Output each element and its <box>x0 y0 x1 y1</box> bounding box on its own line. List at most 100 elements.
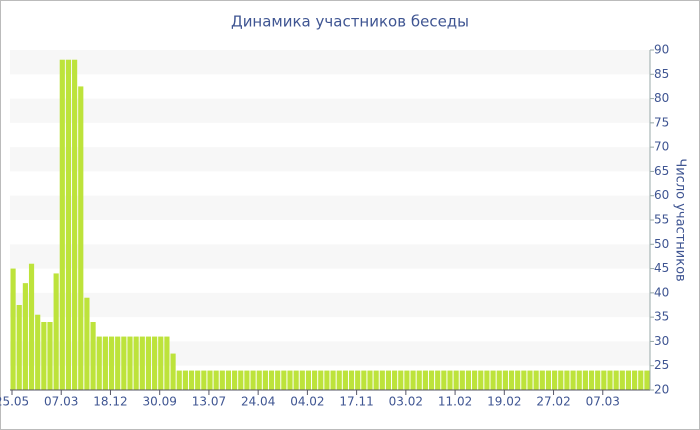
bar <box>576 370 582 390</box>
bar <box>250 370 256 390</box>
y-tick-label: 70 <box>654 140 669 154</box>
bar <box>385 370 392 390</box>
bar <box>10 268 16 390</box>
bar <box>508 370 515 390</box>
y-tick-label: 20 <box>654 383 669 397</box>
grid-band <box>10 147 650 172</box>
bar <box>595 370 601 390</box>
grid-band <box>10 50 650 75</box>
bar <box>78 86 84 390</box>
bar <box>539 370 545 390</box>
x-tick-label: 04.02 <box>290 395 324 409</box>
bar <box>164 336 170 390</box>
bar <box>219 370 225 390</box>
bar <box>96 336 102 390</box>
bar <box>47 322 53 390</box>
bar <box>139 336 145 390</box>
bar <box>293 370 299 390</box>
x-tick-label: 19.02 <box>487 395 521 409</box>
bar <box>28 263 35 390</box>
x-tick-label: 11.02 <box>438 395 472 409</box>
bar <box>275 370 281 390</box>
bar <box>170 353 176 390</box>
bar <box>16 305 22 390</box>
y-tick-label: 30 <box>654 334 669 348</box>
bar <box>22 283 28 390</box>
chart-title: Динамика участников беседы <box>231 13 469 31</box>
bar <box>90 322 96 390</box>
x-tick-label: 07.03 <box>44 395 78 409</box>
x-tick-label: 25.05 <box>0 395 29 409</box>
bar <box>435 370 441 390</box>
bar <box>588 370 595 390</box>
y-tick-label: 25 <box>654 358 669 372</box>
bar <box>607 370 613 390</box>
bar <box>552 370 558 390</box>
x-tick-label: 18.12 <box>93 395 127 409</box>
bar <box>459 370 465 390</box>
bar <box>398 370 404 390</box>
bar <box>256 370 262 390</box>
bar <box>410 370 416 390</box>
x-tick-label: 27.02 <box>536 395 570 409</box>
bar <box>133 336 139 390</box>
bar <box>644 370 650 390</box>
bar <box>127 336 133 390</box>
bar <box>152 336 158 390</box>
bar <box>465 370 472 390</box>
grid-band <box>10 244 650 269</box>
bar <box>201 370 207 390</box>
bar <box>367 370 373 390</box>
x-tick-label: 07.03 <box>586 395 620 409</box>
y-tick-label: 45 <box>654 261 669 275</box>
y-tick-label: 40 <box>654 285 669 299</box>
bar <box>625 370 632 390</box>
bar <box>422 370 428 390</box>
bar <box>41 322 47 390</box>
bar <box>59 59 65 390</box>
bar <box>533 370 539 390</box>
bar <box>404 370 410 390</box>
bar <box>262 370 268 390</box>
bar <box>176 370 182 390</box>
bar <box>312 370 318 390</box>
bar <box>188 370 195 390</box>
bar <box>268 370 275 390</box>
grid-band <box>10 98 650 123</box>
y-tick-label: 65 <box>654 164 669 178</box>
grid-band <box>10 195 650 220</box>
y-tick-label: 50 <box>654 237 669 251</box>
bar <box>145 336 152 390</box>
bar <box>330 370 336 390</box>
bar <box>213 370 219 390</box>
bar <box>392 370 398 390</box>
y-tick-label: 75 <box>654 115 669 129</box>
bar <box>207 370 213 390</box>
bar <box>182 370 188 390</box>
y-axis-label: Число участников <box>673 158 688 281</box>
bar <box>582 370 588 390</box>
bar <box>515 370 521 390</box>
bar <box>564 370 570 390</box>
bar <box>342 370 348 390</box>
grid-band <box>10 292 650 318</box>
bar <box>490 370 496 390</box>
bar <box>521 370 527 390</box>
bar <box>379 370 385 390</box>
bar <box>558 370 564 390</box>
bar <box>244 370 250 390</box>
bar <box>72 59 78 390</box>
bar <box>195 370 201 390</box>
bar <box>545 370 552 390</box>
y-tick-label: 35 <box>654 310 669 324</box>
bar <box>115 336 121 390</box>
bar <box>441 370 447 390</box>
y-tick-label: 90 <box>654 43 669 57</box>
bar <box>53 273 59 390</box>
bar <box>570 370 576 390</box>
x-tick-label: 03.02 <box>389 395 423 409</box>
bar <box>428 370 435 390</box>
bar <box>324 370 330 390</box>
bar <box>601 370 607 390</box>
